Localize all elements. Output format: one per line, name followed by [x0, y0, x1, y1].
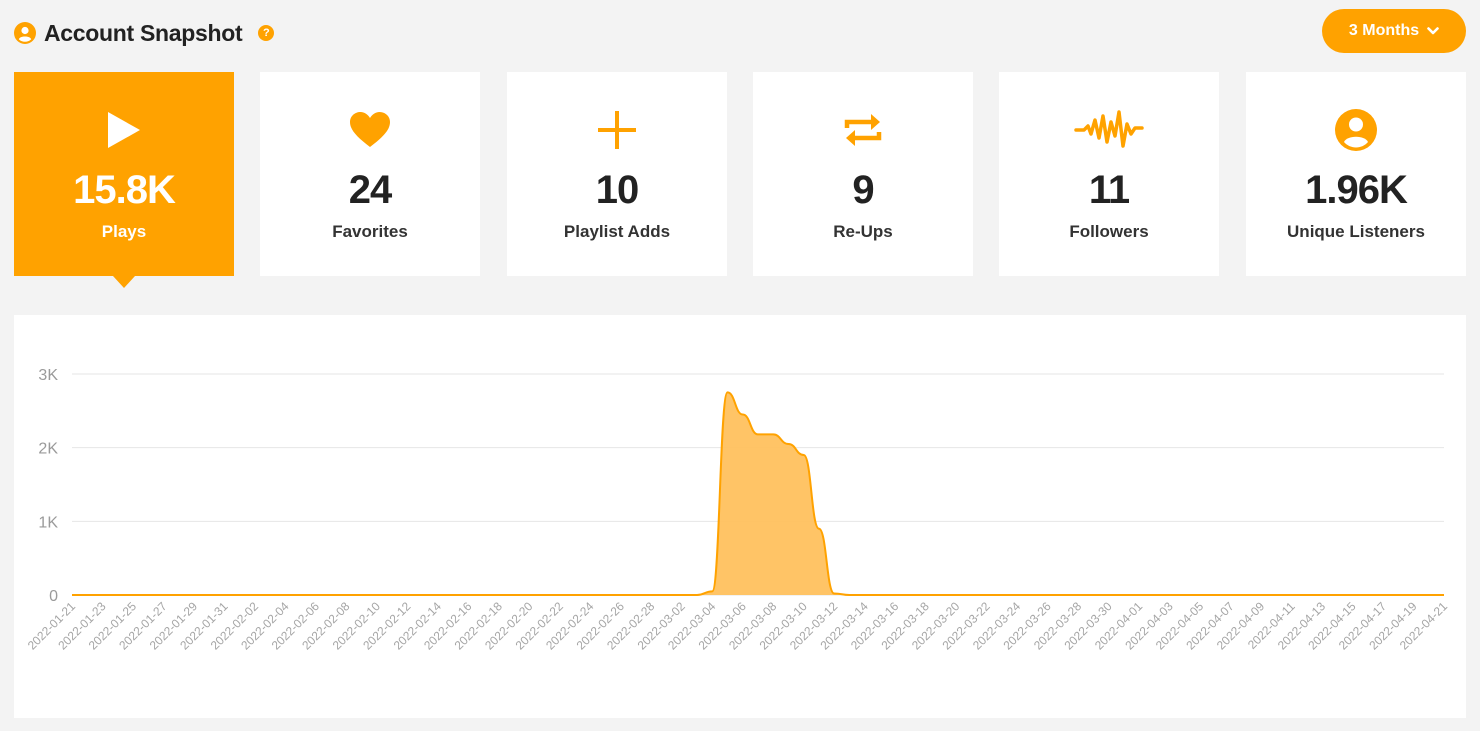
- series-area: [72, 392, 1444, 595]
- stat-label: Unique Listeners: [1287, 222, 1425, 241]
- stat-card-followers[interactable]: 11 Followers: [999, 72, 1219, 276]
- stat-card-re-ups[interactable]: 9 Re-Ups: [753, 72, 973, 276]
- plus-icon: [507, 108, 727, 152]
- page-title: Account Snapshot: [44, 19, 243, 46]
- waveform-icon: [999, 108, 1219, 152]
- header: Account Snapshot ? 3 Months: [14, 9, 1466, 53]
- stat-label: Favorites: [332, 222, 408, 241]
- y-tick-label: 3K: [38, 367, 58, 384]
- stat-label: Playlist Adds: [563, 222, 671, 241]
- stat-card-plays[interactable]: 15.8K Plays: [14, 72, 234, 288]
- stat-card-favorites[interactable]: 24 Favorites: [260, 72, 480, 276]
- chevron-down-icon: [1427, 27, 1439, 35]
- stat-value: 9: [852, 168, 874, 212]
- plays-chart-panel: 0 1K 2K 3K 2022-01-21 2022-01-23 2022-01-25 202…: [14, 315, 1466, 718]
- stat-value: 1.96K: [1305, 168, 1408, 212]
- stats-cards: 15.8K Plays 24 Favorites 10 Playlist Add…: [14, 72, 1466, 288]
- stat-value: 11: [1088, 168, 1130, 212]
- y-tick-label: 0: [49, 588, 58, 605]
- stat-value: 24: [348, 168, 393, 212]
- time-range-label: 3 Months: [1348, 22, 1420, 39]
- y-tick-label: 2K: [38, 441, 58, 458]
- plays-area-chart: 01K2K3K2022-01-212022-01-232022-01-25202…: [25, 367, 1451, 653]
- series-line: [72, 391, 1444, 597]
- y-tick-label: 1K: [38, 514, 58, 531]
- repost-icon: [753, 108, 973, 152]
- heart-icon: [260, 108, 480, 152]
- time-range-dropdown[interactable]: 3 Months: [1322, 9, 1466, 53]
- user-circle-icon: [14, 22, 36, 44]
- stat-label: Re-Ups: [833, 222, 893, 241]
- stat-value: 15.8K: [73, 168, 176, 212]
- user-circle-icon: [1246, 108, 1466, 152]
- question-icon[interactable]: ?: [258, 25, 275, 41]
- stat-value: 10: [595, 168, 640, 212]
- play-icon: [14, 108, 234, 152]
- stat-card-unique-listeners[interactable]: 1.96K Unique Listeners: [1246, 72, 1466, 276]
- stat-label: Plays: [101, 222, 147, 241]
- stat-card-playlist-adds[interactable]: 10 Playlist Adds: [507, 72, 727, 276]
- stat-label: Followers: [1069, 222, 1149, 241]
